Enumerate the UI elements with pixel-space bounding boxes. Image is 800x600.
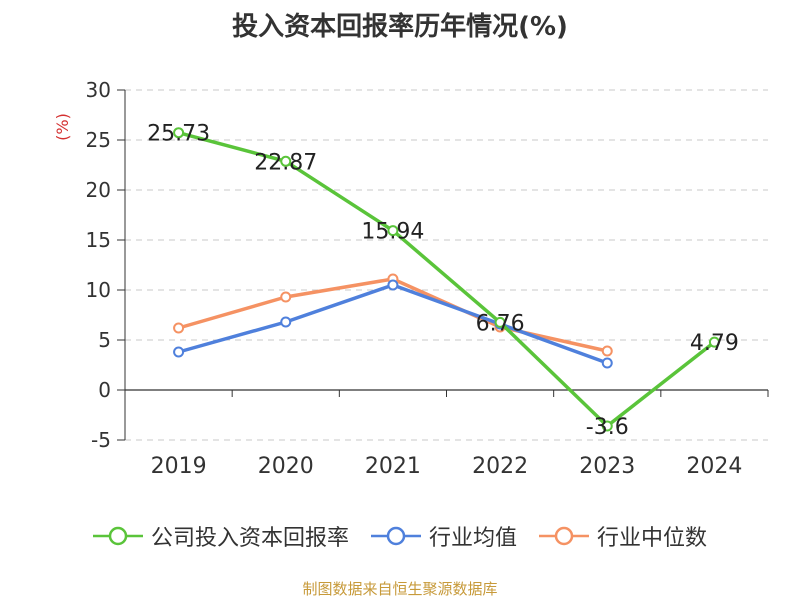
legend: 公司投入资本回报率 行业均值 行业中位数	[0, 520, 800, 552]
data-label: -3.6	[586, 415, 629, 440]
y-tick-label: 15	[86, 228, 111, 252]
legend-item-company[interactable]: 公司投入资本回报率	[92, 520, 349, 552]
series-line	[178, 283, 608, 365]
legend-line-marker-icon	[92, 526, 143, 546]
series-line	[178, 131, 716, 428]
data-point	[387, 279, 399, 291]
data-point	[280, 291, 292, 303]
data-point	[387, 225, 399, 237]
y-tick-label: 30	[86, 78, 111, 102]
data-point	[280, 316, 292, 328]
y-tick-label: 5	[98, 328, 111, 352]
legend-item-industry-median[interactable]: 行业中位数	[539, 520, 707, 552]
label-layer: 25.73 22.87 15.94 6.76 -3.6 4.79	[147, 122, 739, 440]
legend-line-marker-icon	[539, 526, 589, 546]
data-point	[280, 155, 292, 167]
legend-label-industry-mean: 行业均值	[428, 526, 517, 551]
y-tick-label: 20	[86, 178, 111, 202]
legend-item-industry-mean[interactable]: 行业均值	[370, 520, 517, 552]
x-tick-label: 2021	[365, 454, 421, 479]
data-label: 25.73	[147, 122, 210, 147]
data-point	[601, 345, 613, 357]
grid-layer	[125, 89, 768, 441]
data-point	[494, 316, 506, 328]
data-label: 22.87	[254, 150, 317, 175]
data-point	[173, 127, 185, 139]
data-point	[173, 346, 185, 358]
y-tick-label: 25	[86, 128, 111, 152]
legend-label-industry-median: 行业中位数	[597, 526, 708, 551]
data-point	[173, 322, 185, 334]
data-point	[601, 420, 613, 432]
x-tick-label: 2024	[686, 454, 742, 479]
legend-label-company: 公司投入资本回报率	[150, 526, 349, 551]
x-tick-label: 2020	[258, 454, 314, 479]
x-tick-label: 2023	[579, 454, 635, 479]
legend-line-marker-icon	[370, 526, 421, 546]
x-tick-label: 2022	[472, 454, 528, 479]
chart-title: 投入资本回报率历年情况(%)	[232, 12, 568, 42]
data-point	[708, 336, 720, 348]
data-source-note: 制图数据来自恒生聚源数据库	[302, 580, 498, 598]
y-tick-label: 0	[98, 378, 111, 402]
y-tick-label: 10	[86, 278, 111, 302]
y-axis-label: (%)	[53, 113, 72, 141]
data-label: 4.79	[690, 331, 739, 356]
data-label: 6.76	[476, 311, 525, 336]
data-label: 15.94	[361, 220, 424, 245]
series-layer	[173, 127, 720, 432]
x-tick-label: 2019	[151, 454, 207, 479]
y-tick-label: -5	[91, 428, 111, 452]
axis-layer: -5 0 5 10 15 20 25 30 2019 2020 2021 2022 2023 2024	[86, 78, 769, 479]
data-point	[601, 357, 613, 369]
